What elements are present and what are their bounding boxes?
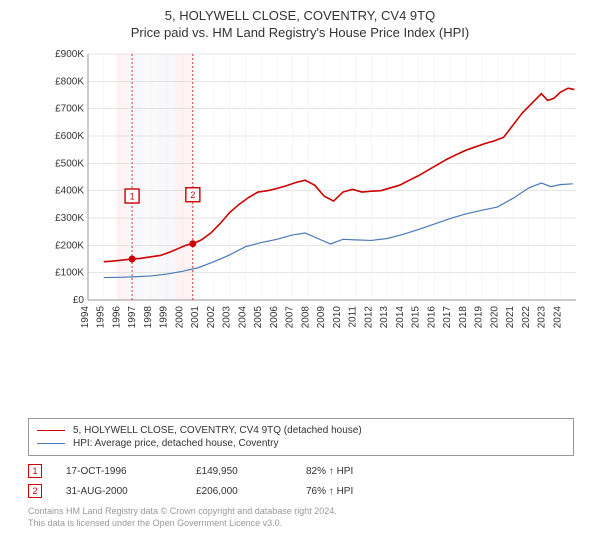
- transaction-marker-box: 2: [28, 484, 42, 498]
- x-tick-label: 2011: [348, 306, 359, 328]
- x-tick-label: 2012: [363, 306, 374, 329]
- transaction-date: 31-AUG-2000: [66, 486, 196, 497]
- x-tick-label: 2016: [426, 306, 437, 329]
- x-tick-label: 2015: [411, 306, 422, 329]
- x-tick-label: 2024: [552, 306, 563, 329]
- x-tick-label: 2008: [300, 306, 311, 329]
- x-tick-label: 2006: [269, 306, 280, 329]
- x-tick-label: 2007: [285, 306, 296, 329]
- x-tick-label: 2001: [190, 306, 201, 329]
- transaction-hpi: 82% ↑ HPI: [306, 466, 416, 477]
- legend-row: HPI: Average price, detached house, Cove…: [37, 438, 565, 449]
- chart-container: 5, HOLYWELL CLOSE, COVENTRY, CV4 9TQ Pri…: [0, 0, 600, 560]
- legend-row: 5, HOLYWELL CLOSE, COVENTRY, CV4 9TQ (de…: [37, 425, 565, 436]
- x-tick-label: 2003: [222, 306, 233, 329]
- x-tick-label: 1999: [159, 306, 170, 329]
- legend-label: 5, HOLYWELL CLOSE, COVENTRY, CV4 9TQ (de…: [73, 425, 362, 436]
- transaction-row: 1 17-OCT-1996£149,95082% ↑ HPI: [28, 464, 574, 478]
- marker-dot: [189, 240, 196, 247]
- transaction-date: 17-OCT-1996: [66, 466, 196, 477]
- x-tick-label: 2020: [489, 306, 500, 329]
- legend-swatch: [37, 430, 65, 431]
- y-tick-label: £800K: [55, 76, 84, 87]
- footer: Contains HM Land Registry data © Crown c…: [28, 506, 574, 529]
- x-tick-label: 1994: [80, 306, 91, 329]
- y-tick-label: £400K: [55, 186, 84, 197]
- shade-band: [116, 54, 127, 300]
- footer-line-1: Contains HM Land Registry data © Crown c…: [28, 506, 574, 518]
- x-tick-label: 2010: [332, 306, 343, 329]
- y-tick-label: £900K: [55, 50, 84, 60]
- chart-area: £0 £100K £200K £300K £400K £500K £600K £700K £80…: [48, 50, 578, 360]
- x-tick-label: 2004: [237, 306, 248, 329]
- transaction-marker-box: 1: [28, 464, 42, 478]
- y-tick-label: £100K: [55, 268, 84, 279]
- transaction-price: £206,000: [196, 486, 306, 497]
- legend: 5, HOLYWELL CLOSE, COVENTRY, CV4 9TQ (de…: [28, 418, 574, 456]
- marker-number: 1: [130, 192, 135, 202]
- transaction-price: £149,950: [196, 466, 306, 477]
- transactions-list: 1 17-OCT-1996£149,95082% ↑ HPI 2 31-AUG-200…: [28, 464, 574, 498]
- title-line-1: 5, HOLYWELL CLOSE, COVENTRY, CV4 9TQ: [0, 8, 600, 23]
- x-tick-label: 2018: [458, 306, 469, 329]
- title-line-2: Price paid vs. HM Land Registry's House …: [0, 25, 600, 40]
- legend-swatch: [37, 443, 65, 444]
- x-tick-label: 1996: [111, 306, 122, 329]
- y-tick-label: £500K: [55, 158, 84, 169]
- y-tick-label: £700K: [55, 104, 84, 115]
- transaction-hpi: 76% ↑ HPI: [306, 486, 416, 497]
- x-tick-label: 2023: [537, 306, 548, 329]
- x-tick-label: 2019: [474, 306, 485, 329]
- y-tick-label: £600K: [55, 131, 84, 142]
- marker-dot: [129, 256, 136, 263]
- x-tick-label: 2022: [521, 306, 532, 329]
- y-tick-label: £300K: [55, 213, 84, 224]
- x-tick-label: 2005: [253, 306, 264, 329]
- x-tick-label: 2014: [395, 306, 406, 329]
- x-tick-label: 2017: [442, 306, 453, 329]
- transaction-row: 2 31-AUG-2000£206,00076% ↑ HPI: [28, 484, 574, 498]
- y-tick-label: £0: [73, 295, 85, 306]
- footer-line-2: This data is licensed under the Open Gov…: [28, 518, 574, 530]
- x-tick-label: 1995: [96, 306, 107, 329]
- x-tick-label: 2013: [379, 306, 390, 329]
- line-chart: £0 £100K £200K £300K £400K £500K £600K £700K £80…: [48, 50, 578, 360]
- x-tick-label: 2002: [206, 306, 217, 329]
- x-tick-label: 2021: [505, 306, 516, 329]
- x-tick-label: 1997: [127, 306, 138, 329]
- x-tick-label: 2009: [316, 306, 327, 329]
- y-tick-label: £200K: [55, 240, 84, 251]
- shade-band: [175, 54, 194, 300]
- title-block: 5, HOLYWELL CLOSE, COVENTRY, CV4 9TQ Pri…: [0, 0, 600, 44]
- legend-label: HPI: Average price, detached house, Cove…: [73, 438, 279, 449]
- x-tick-label: 1998: [143, 306, 154, 329]
- bottom-block: 5, HOLYWELL CLOSE, COVENTRY, CV4 9TQ (de…: [28, 418, 574, 529]
- x-tick-label: 2000: [174, 306, 185, 329]
- marker-number: 2: [190, 190, 195, 200]
